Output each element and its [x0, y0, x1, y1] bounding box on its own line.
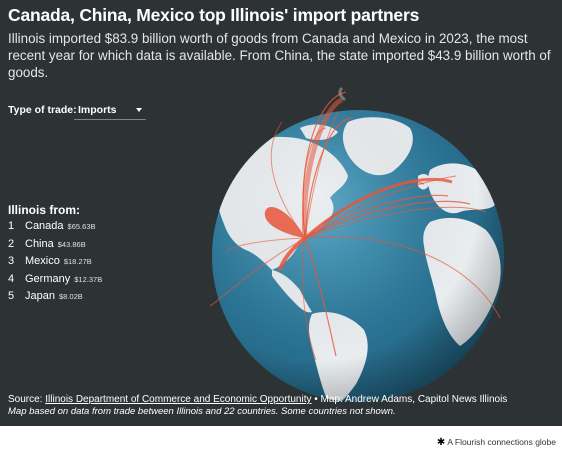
arc-india [304, 236, 501, 319]
arc-korea [302, 127, 327, 239]
arc-brazil [304, 237, 337, 357]
arc-chile [302, 237, 317, 361]
map-credit: • Map: Andrew Adams, Capitol News Illino… [314, 394, 508, 405]
ranking-heading: Illinois from: [8, 203, 80, 217]
map-panel: Canada, China, Mexico top Illinois' impo… [0, 0, 562, 426]
list-item[interactable]: 5 Japan $8.02B [8, 290, 102, 308]
rank-value: $18.27B [63, 257, 92, 266]
arc-mexico [278, 236, 307, 271]
ranking-list: 1 Canada $65.63B 2 China $43.86B 3 Mexico $18.… [8, 220, 102, 308]
map-title: Canada, China, Mexico top Illinois' impo… [8, 5, 420, 25]
rank-number: 2 [8, 237, 15, 250]
arc-japan [304, 117, 353, 239]
rank-value: $65.63B [67, 222, 96, 231]
map-note: Map based on data from trade between Ill… [8, 406, 396, 417]
rank-number: 3 [8, 255, 15, 267]
rank-country: Mexico [25, 255, 60, 267]
list-item[interactable]: 2 China $43.86B [8, 238, 102, 256]
map-subtitle: Illinois imported $83.9 billion worth of… [8, 31, 551, 80]
chevron-down-icon [136, 108, 142, 112]
arc-netherlands [304, 175, 457, 239]
source-link[interactable]: Illinois Department of Commerce and Econ… [45, 394, 312, 405]
rank-country: China [25, 237, 54, 250]
arc-taiwan [304, 111, 339, 239]
arc-france [304, 194, 449, 239]
rank-value: $43.86B [57, 239, 86, 249]
trade-arcs[interactable] [209, 91, 501, 361]
arc-vietnam [270, 121, 306, 239]
rank-number: 1 [8, 220, 15, 232]
arc-mexico-fan [209, 237, 306, 307]
list-item[interactable]: 3 Mexico $18.27B [8, 255, 102, 273]
arc-china [301, 97, 344, 239]
list-item[interactable]: 1 Canada $65.63B [8, 220, 102, 238]
arc-canada [264, 207, 305, 238]
trade-type-value: Imports [78, 104, 117, 116]
arc-uk [304, 181, 425, 239]
connections-globe[interactable] [0, 0, 562, 426]
trade-type-label: Type of trade: [8, 104, 77, 116]
flourish-credit-text: A Flourish connections globe [447, 437, 556, 447]
arc-australia [225, 237, 306, 253]
globe-shading [212, 110, 504, 402]
trade-type-dropdown[interactable]: Imports [74, 99, 146, 120]
rank-country: Japan [25, 290, 55, 302]
arc-italy [304, 200, 471, 239]
arc-switzerland [304, 206, 487, 239]
rank-country: Canada [25, 220, 64, 232]
source-line: Source: Illinois Department of Commerce … [8, 394, 556, 406]
rank-number: 5 [8, 290, 15, 302]
rank-number: 4 [8, 272, 15, 285]
rank-country: Germany [25, 272, 71, 285]
arc-outer [338, 86, 346, 102]
source-prefix: Source: [8, 394, 43, 405]
list-item[interactable]: 4 Germany $12.37B [8, 273, 102, 291]
rank-value: $12.37B [74, 274, 103, 284]
flourish-credit[interactable]: ✱ A Flourish connections globe [437, 437, 556, 448]
asterisk-icon: ✱ [436, 437, 446, 448]
rank-value: $8.02B [58, 292, 83, 301]
